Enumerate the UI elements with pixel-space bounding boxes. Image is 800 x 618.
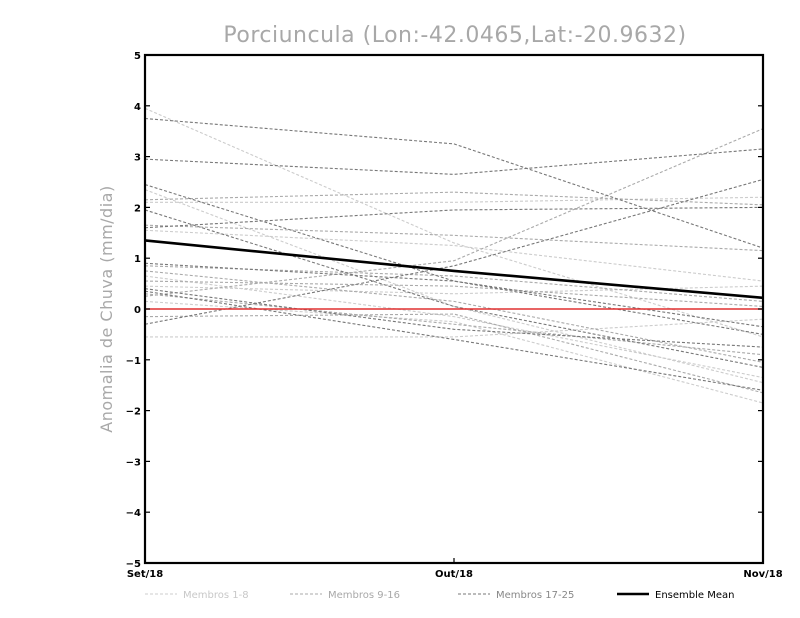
legend-label: Membros 1-8 — [183, 590, 249, 601]
y-axis-label: Anomalia de Chuva (mm/dia) — [97, 185, 116, 432]
member-line-m2 — [145, 196, 764, 203]
member-line-m25 — [144, 290, 764, 391]
member-line-m3 — [144, 229, 764, 282]
member-line-m16 — [144, 265, 764, 302]
legend-label: Membros 9-16 — [328, 590, 400, 601]
y-tick-label: −5 — [126, 559, 141, 570]
member-line-m5 — [144, 300, 764, 404]
legend-label: Ensemble Mean — [655, 590, 734, 601]
member-line-m7 — [144, 189, 764, 384]
ensemble-mean-line — [144, 239, 764, 300]
member-line-m15 — [144, 293, 764, 356]
ensemble-members — [144, 107, 764, 404]
y-tick-label: −1 — [126, 356, 141, 367]
x-tick-label: Nov/18 — [743, 569, 782, 580]
legend-label: Membros 17-25 — [496, 590, 574, 601]
y-tick-label: 1 — [134, 254, 141, 265]
member-line-m4 — [144, 275, 764, 379]
y-tick-label: −2 — [126, 407, 141, 418]
x-tick-label: Out/18 — [435, 569, 473, 580]
member-line-m18 — [144, 148, 764, 175]
chart-title: Porciuncula (Lon:-42.0465,Lat:-20.9632) — [223, 23, 686, 48]
member-line-m12 — [144, 313, 764, 394]
member-line-m20 — [144, 209, 764, 368]
member-line-m22 — [144, 206, 764, 229]
y-tick-label: 2 — [134, 203, 141, 214]
y-tick-label: 0 — [134, 305, 141, 316]
member-line-m24 — [144, 288, 764, 348]
member-line-m9 — [144, 191, 764, 206]
member-line-m23 — [144, 262, 764, 328]
y-tick-label: −4 — [126, 508, 141, 519]
member-line-m17 — [144, 117, 764, 249]
member-line-m1 — [144, 107, 764, 338]
y-axis-ticks: 5 4 3 2 1 0 −1 −2 −3 −4 −5 — [126, 51, 763, 570]
y-tick-label: −3 — [126, 457, 141, 468]
x-axis-ticks: Set/18 Out/18 Nov/18 — [127, 558, 783, 580]
y-tick-label: 4 — [134, 102, 141, 113]
member-line-m6 — [145, 318, 764, 338]
member-line-m19 — [144, 184, 764, 335]
member-line-m13 — [144, 280, 764, 308]
member-line-m11 — [144, 270, 764, 363]
x-tick-label: Set/18 — [127, 569, 163, 580]
member-line-m14 — [144, 224, 764, 252]
legend: Membros 1-8 Membros 9-16 Membros 17-25 Ense… — [145, 590, 734, 601]
y-tick-label: 3 — [134, 153, 141, 164]
member-line-m10 — [144, 128, 764, 297]
y-tick-label: 5 — [134, 51, 141, 62]
